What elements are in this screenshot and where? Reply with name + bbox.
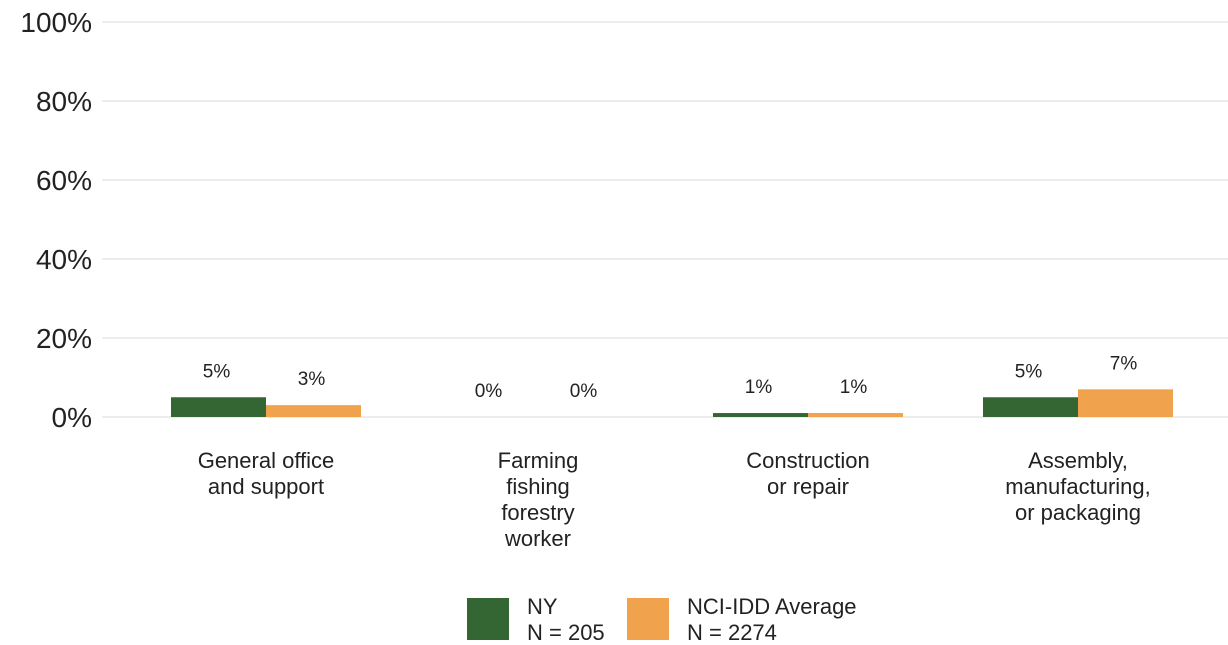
data-label: 5%	[203, 361, 231, 382]
legend-swatch-ny	[467, 598, 509, 640]
y-tick-label: 100%	[20, 7, 92, 38]
y-tick-label: 20%	[36, 323, 92, 354]
category-label: Construction or repair	[746, 448, 870, 499]
y-tick-label: 0%	[52, 402, 92, 433]
y-tick-label: 60%	[36, 165, 92, 196]
category-labels: General office and support Farming fishing f…	[198, 448, 1151, 551]
data-label: 3%	[298, 369, 326, 390]
category-label: Farming fishing forestry worker	[498, 448, 579, 551]
data-label: 5%	[1015, 361, 1043, 382]
category-label-line: worker	[504, 526, 571, 551]
y-tick-label: 80%	[36, 86, 92, 117]
category-label-line: Construction	[746, 448, 870, 473]
gridlines	[102, 21, 1228, 418]
category-label-line: forestry	[501, 500, 574, 525]
bar-nci-idd-average	[808, 413, 903, 417]
bar-nci-idd-average	[266, 405, 361, 417]
y-tick-label: 40%	[36, 244, 92, 275]
legend-series-n: N = 205	[527, 620, 605, 645]
data-label: 7%	[1110, 353, 1138, 374]
category-label: General office and support	[198, 448, 335, 499]
category-label-line: manufacturing,	[1005, 474, 1151, 499]
category-label-line: Assembly,	[1028, 448, 1128, 473]
category-label-line: or packaging	[1015, 500, 1141, 525]
y-axis-tick-labels: 0% 20% 40% 60% 80% 100%	[20, 7, 92, 433]
category-label-line: and support	[208, 474, 324, 499]
bar-nci-idd-average	[1078, 389, 1173, 417]
bars	[171, 389, 1173, 417]
data-labels: 5% 0% 1% 5% 3% 0% 1% 7%	[203, 353, 1138, 402]
bar-ny	[171, 397, 266, 417]
category-label-line: or repair	[767, 474, 849, 499]
data-label: 0%	[475, 381, 503, 402]
legend-series-name: NY	[527, 594, 558, 619]
category-label: Assembly, manufacturing, or packaging	[1005, 448, 1151, 525]
category-label-line: fishing	[506, 474, 570, 499]
category-label-line: General office	[198, 448, 335, 473]
data-label: 0%	[570, 381, 598, 402]
data-label: 1%	[840, 377, 868, 398]
bar-ny	[983, 397, 1078, 417]
data-label: 1%	[745, 377, 773, 398]
legend-swatch-nci-idd-average	[627, 598, 669, 640]
bar-ny	[713, 413, 808, 417]
category-label-line: Farming	[498, 448, 579, 473]
legend-series-n: N = 2274	[687, 620, 777, 645]
legend-series-name: NCI-IDD Average	[687, 594, 857, 619]
